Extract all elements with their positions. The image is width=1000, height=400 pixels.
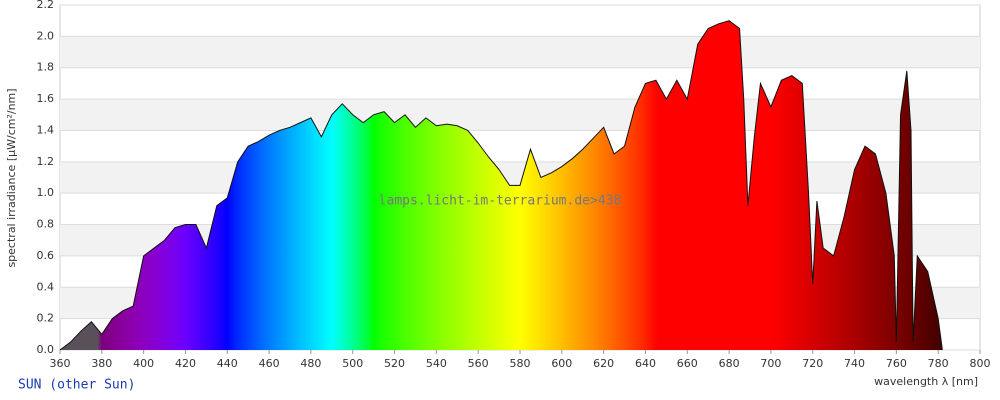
- x-tick-label: 520: [384, 357, 405, 370]
- x-tick-label: 640: [635, 357, 656, 370]
- x-tick-label: 480: [300, 357, 321, 370]
- x-tick-label: 740: [844, 357, 865, 370]
- x-tick-label: 680: [719, 357, 740, 370]
- spectrum-area: [60, 20, 943, 350]
- x-tick-label: 720: [802, 357, 823, 370]
- watermark: lamps.licht-im-terrarium.de>438: [379, 194, 622, 209]
- x-tick-label: 780: [928, 357, 949, 370]
- y-tick-label: 0.2: [37, 312, 55, 325]
- y-tick-label: 0.8: [37, 218, 55, 231]
- legend: SUN (other Sun): [18, 378, 135, 393]
- x-tick-label: 400: [133, 357, 154, 370]
- y-tick-label: 2.2: [37, 0, 55, 11]
- y-axis-label: spectral irradiance [µW/cm²/nm]: [5, 88, 18, 267]
- x-tick-label: 600: [551, 357, 572, 370]
- y-tick-label: 1.8: [37, 61, 55, 74]
- y-tick-label: 0.4: [37, 280, 55, 293]
- y-tick-label: 1.2: [37, 155, 55, 168]
- grid-band: [60, 36, 980, 68]
- x-tick-label: 360: [50, 357, 71, 370]
- y-tick-label: 1.6: [37, 92, 55, 105]
- x-tick-label: 380: [91, 357, 112, 370]
- x-tick-label: 700: [760, 357, 781, 370]
- y-tick-label: 1.0: [37, 186, 55, 199]
- x-tick-label: 580: [510, 357, 531, 370]
- y-tick-label: 1.4: [37, 123, 55, 136]
- x-tick-label: 660: [677, 357, 698, 370]
- x-tick-label: 500: [342, 357, 363, 370]
- x-tick-label: 540: [426, 357, 447, 370]
- x-axis-label: wavelength λ [nm]: [874, 375, 978, 388]
- x-tick-label: 460: [259, 357, 280, 370]
- y-tick-label: 2.0: [37, 29, 55, 42]
- x-tick-label: 800: [970, 357, 991, 370]
- x-tick-label: 620: [593, 357, 614, 370]
- grid-band: [60, 99, 980, 131]
- x-tick-label: 760: [886, 357, 907, 370]
- y-tick-label: 0.6: [37, 249, 55, 262]
- y-tick-label: 0.0: [37, 343, 55, 356]
- x-tick-label: 440: [217, 357, 238, 370]
- x-tick-label: 560: [468, 357, 489, 370]
- spectrum-line: [59, 20, 943, 351]
- x-tick-label: 420: [175, 357, 196, 370]
